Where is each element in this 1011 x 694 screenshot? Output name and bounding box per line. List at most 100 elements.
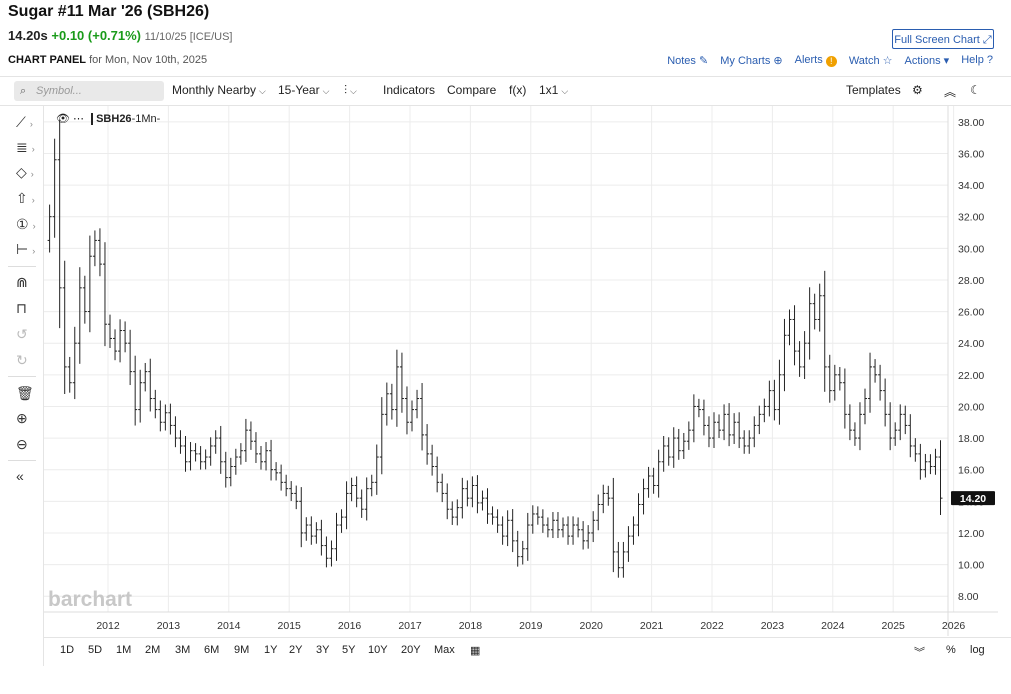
x-tick-label: 2018 [459, 620, 483, 632]
watch-link[interactable]: Watch ☆ [848, 55, 893, 67]
ohlc-bar [264, 442, 269, 471]
range-3m[interactable]: 3M [175, 644, 191, 656]
price-change: +0.10 (+0.71%) [51, 28, 142, 43]
y-tick-label: 32.00 [958, 212, 984, 224]
barchart-logo: barchart [48, 588, 133, 611]
indicators-button[interactable]: Indicators [383, 83, 436, 97]
ohlc-bar [656, 449, 661, 498]
range-2y[interactable]: 2Y [289, 644, 303, 656]
chart-panel-title: CHART PANEL [8, 54, 87, 66]
ohlc-bar [621, 541, 626, 578]
trash-icon[interactable]: 🗑 [16, 385, 34, 401]
ohlc-bar [520, 540, 525, 565]
x-tick-label: 2024 [821, 620, 845, 632]
calendar-icon[interactable]: ▦ [470, 645, 481, 657]
ohlc-bar [631, 516, 636, 545]
lock-icon[interactable]: ⊓ [16, 300, 27, 316]
interval-dropdown[interactable]: Monthly Nearby ⌵ [172, 83, 266, 97]
ohlc-bar [62, 260, 67, 394]
range-5y[interactable]: 5Y [342, 644, 356, 656]
undo-icon[interactable]: ↺ [16, 326, 28, 342]
my-charts-link[interactable]: My Charts ⊕ [720, 55, 783, 67]
ohlc-bar [742, 430, 747, 454]
dark-mode-icon[interactable]: ☾ [970, 83, 981, 97]
zoom-in-icon[interactable]: ⊕ [16, 410, 28, 426]
chevron-double-down-icon[interactable]: ︾ [914, 647, 925, 659]
range-20y[interactable]: 20Y [401, 644, 421, 656]
ohlc-bar [67, 356, 72, 393]
symbol-search-input[interactable]: ⌕ Symbol... [14, 81, 164, 101]
compare-button[interactable]: Compare [447, 83, 497, 97]
log-toggle[interactable]: log [970, 644, 985, 656]
ohlc-bar [852, 422, 857, 446]
trendline-tool-icon[interactable]: ⟋ › [16, 114, 33, 130]
y-tick-label: 22.00 [958, 370, 984, 382]
layout-dropdown[interactable]: 1x1 ⌵ [539, 83, 569, 97]
collapse-left-icon[interactable]: « [16, 468, 24, 484]
help-icon: ? [986, 54, 993, 66]
ohlc-bar [606, 485, 611, 506]
percent-toggle[interactable]: % [946, 644, 956, 656]
quote-meta: 11/10/25 [ICE/US] [144, 31, 233, 43]
period-dropdown[interactable]: 15-Year ⌵ [278, 83, 330, 97]
eye-icon[interactable]: 👁 [56, 113, 70, 125]
range-bar: 1D 5D 1M 2M 3M 6M 9M 1Y 2Y 3Y 5Y 10Y 20Y… [44, 637, 1011, 664]
ohlc-bar [178, 430, 183, 454]
y-axis: 38.00 36.00 34.00 32.00 30.00 28.00 26.00 24.00… [947, 106, 995, 636]
range-max[interactable]: Max [434, 644, 455, 656]
range-3y[interactable]: 3Y [316, 644, 330, 656]
ohlc-bar [113, 329, 118, 361]
templates-button[interactable]: Templates [846, 83, 901, 97]
range-1d[interactable]: 1D [60, 644, 75, 656]
range-2m[interactable]: 2M [145, 644, 161, 656]
full-screen-chart-button[interactable]: Full Screen Chart ⤢ [892, 29, 994, 49]
divider [8, 460, 36, 461]
alerts-link[interactable]: Alerts ! [795, 54, 837, 67]
help-link[interactable]: Help ? [961, 54, 993, 66]
ohlc-bar [596, 494, 601, 531]
measure-tool-icon[interactable]: ⊢ › [16, 241, 36, 257]
range-5d[interactable]: 5D [88, 644, 103, 656]
zoom-out-icon[interactable]: ⊖ [16, 436, 28, 452]
redo-icon[interactable]: ↻ [16, 352, 28, 368]
range-1y[interactable]: 1Y [264, 644, 278, 656]
label-tool-icon[interactable]: ① › [16, 216, 36, 232]
ohlc-bar [228, 457, 233, 487]
y-tick-label: 18.00 [958, 433, 984, 445]
ohlc-bar [490, 506, 495, 525]
chart-grid [44, 106, 955, 612]
magnet-icon[interactable]: ⋒ [16, 274, 28, 290]
actions-menu[interactable]: Actions ▾ [904, 55, 950, 67]
ohlc-bar [525, 512, 530, 561]
shape-tool-icon[interactable]: ◇ › [16, 164, 34, 180]
ohlc-bar [284, 474, 289, 497]
function-button[interactable]: f(x) [509, 83, 527, 97]
fibonacci-tool-icon[interactable]: ≣ › [16, 139, 35, 155]
ohlc-bar [97, 228, 102, 277]
ohlc-bar [586, 525, 591, 549]
range-10y[interactable]: 10Y [368, 644, 388, 656]
ohlc-bar [108, 314, 112, 348]
ohlc-bar [420, 383, 425, 451]
ohlc-bar [158, 400, 163, 432]
bar-type-dropdown[interactable]: ⫶ ⌵ [344, 83, 357, 98]
ohlc-bar [475, 475, 480, 514]
notes-link[interactable]: Notes ✎ [667, 55, 709, 67]
ohlc-bar [279, 464, 284, 491]
chart-legend: 👁 ⋯ SBH26-1Mn- [56, 112, 161, 125]
range-9m[interactable]: 9M [234, 644, 250, 656]
y-tick-label: 36.00 [958, 148, 984, 160]
range-1m[interactable]: 1M [116, 644, 132, 656]
ohlc-bar [233, 448, 238, 475]
ohlc-bar [364, 477, 369, 521]
ohlc-bar [797, 341, 802, 377]
ohlc-bar [827, 354, 832, 403]
gear-icon[interactable]: ⚙ [912, 83, 923, 97]
caret-down-icon: ▾ [943, 55, 950, 67]
y-tick-label: 8.00 [958, 591, 979, 603]
more-icon[interactable]: ⋯ [73, 113, 85, 125]
range-6m[interactable]: 6M [204, 644, 220, 656]
collapse-up-icon[interactable]: ︽ [944, 85, 957, 99]
arrow-tool-icon[interactable]: ⇧ › [16, 190, 35, 206]
